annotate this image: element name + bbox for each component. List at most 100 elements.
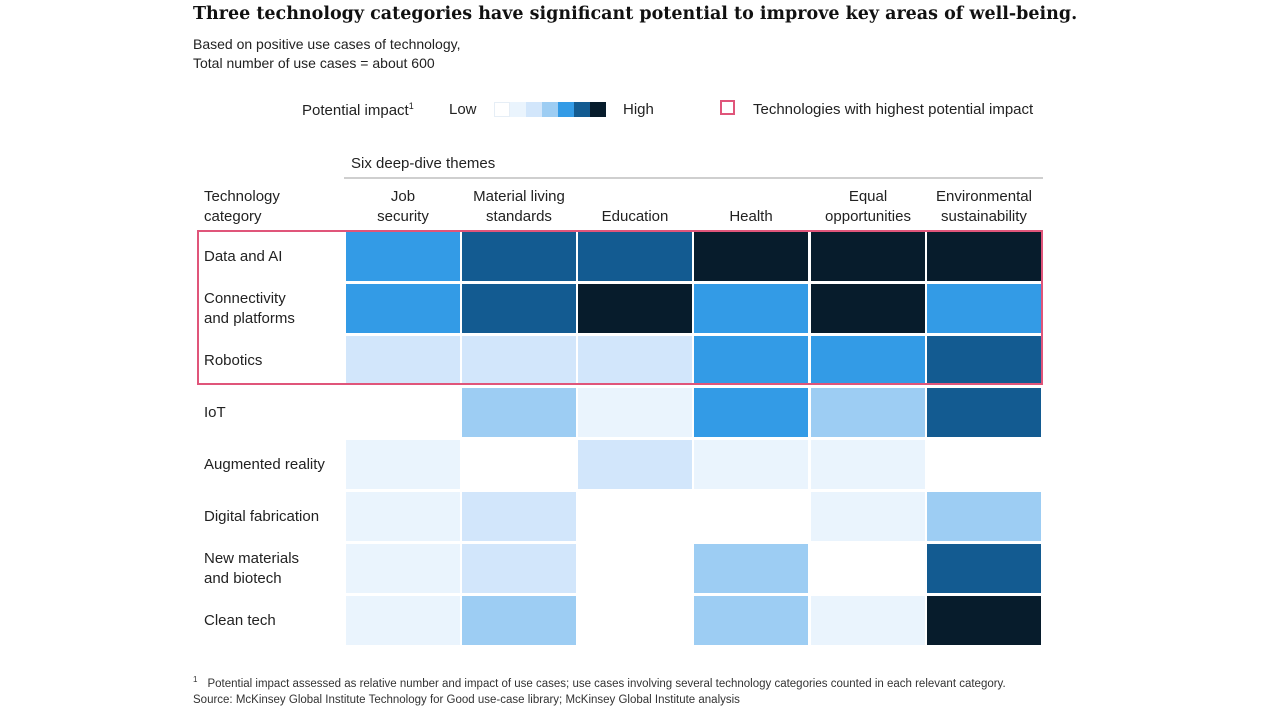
- row-label-3: IoT: [204, 388, 226, 438]
- row-label-5-line-0: Digital fabrication: [204, 508, 320, 525]
- column-header-1-line-1: standards: [486, 208, 552, 225]
- heatmap-cell: [694, 336, 808, 385]
- footnote: 1 Potential impact assessed as relative n…: [193, 675, 1006, 690]
- legend-highlight-swatch: [720, 100, 735, 115]
- row-header-line-2: category: [204, 208, 262, 225]
- column-header-0-line-0: Job: [390, 188, 416, 205]
- heatmap-cell: [811, 232, 925, 281]
- footnote-text: Potential impact assessed as relative nu…: [207, 677, 1006, 690]
- column-header-5: Environmental sustainability: [927, 187, 1041, 227]
- column-header-2-line-1: Education: [601, 208, 669, 225]
- row-label-0: Data and AI: [204, 232, 282, 282]
- legend-low-label: Low: [449, 101, 477, 118]
- column-header-4-line-1: opportunities: [825, 208, 911, 225]
- column-header-3-line-1: Health: [729, 208, 773, 225]
- heatmap-cell: [927, 388, 1041, 437]
- heatmap-cell: [927, 336, 1041, 385]
- legend-potential-impact: Potential impact1: [302, 101, 414, 119]
- heatmap-cell: [694, 492, 808, 541]
- heatmap-cell: [462, 232, 576, 281]
- row-label-2-line-0: Robotics: [204, 352, 263, 369]
- column-header-0: Job security: [346, 187, 460, 227]
- themes-header: Six deep-dive themes: [351, 155, 496, 172]
- legend-swatch-4: [558, 102, 574, 117]
- row-label-7: Clean tech: [204, 596, 276, 646]
- row-label-6: New materials and biotech: [204, 544, 299, 594]
- chart-title: Three technology categories have signifi…: [193, 4, 1078, 24]
- row-label-6-line-0: New materials: [204, 550, 300, 567]
- heatmap-cell: [346, 284, 460, 333]
- column-header-4: Equal opportunities: [811, 187, 925, 227]
- row-header-line-1: Technology: [204, 188, 280, 205]
- heatmap-cell: [578, 596, 692, 645]
- column-header-1: Material living standards: [462, 187, 576, 227]
- row-label-4: Augmented reality: [204, 440, 325, 490]
- heatmap-cell: [811, 284, 925, 333]
- legend-swatch-3: [542, 102, 558, 117]
- row-label-1-line-1: and platforms: [204, 310, 295, 327]
- heatmap-cell: [578, 388, 692, 437]
- heatmap-cell: [346, 492, 460, 541]
- heatmap-cell: [694, 596, 808, 645]
- column-header-4-line-0: Equal: [848, 188, 888, 205]
- legend-potential-impact-text: Potential impact: [302, 102, 409, 119]
- heatmap-cell: [811, 492, 925, 541]
- row-label-4-line-0: Augmented reality: [204, 456, 325, 473]
- subtitle-line-2: Total number of use cases = about 600: [193, 55, 435, 71]
- row-label-1: Connectivity and platforms: [204, 284, 295, 334]
- row-label-0-line-0: Data and AI: [204, 248, 283, 265]
- column-header-5-line-1: sustainability: [941, 208, 1027, 225]
- legend-footnote-marker: 1: [408, 101, 414, 111]
- heatmap-cell: [462, 492, 576, 541]
- heatmap-cell: [462, 544, 576, 593]
- row-label-7-line-0: Clean tech: [204, 612, 276, 629]
- heatmap-cell: [578, 440, 692, 489]
- column-header-2: Education: [578, 187, 692, 227]
- heatmap-cell: [811, 544, 925, 593]
- heatmap-cell: [927, 232, 1041, 281]
- heatmap-cell: [927, 492, 1041, 541]
- heatmap-cell: [578, 232, 692, 281]
- heatmap-cell: [346, 232, 460, 281]
- legend-swatch-2: [526, 102, 542, 117]
- heatmap-cell: [927, 440, 1041, 489]
- footnote-marker: 1: [193, 675, 198, 684]
- heatmap-cell: [462, 336, 576, 385]
- heatmap-cell: [811, 336, 925, 385]
- heatmap-cell: [811, 440, 925, 489]
- legend-swatch-0: [494, 102, 510, 117]
- heatmap-cell: [578, 544, 692, 593]
- column-header-1-line-0: Material living: [473, 188, 565, 205]
- legend-high-label: High: [623, 101, 654, 118]
- heatmap-cell: [462, 284, 576, 333]
- legend-swatch-5: [574, 102, 590, 117]
- heatmap-cell: [694, 232, 808, 281]
- row-label-5: Digital fabrication: [204, 492, 319, 542]
- subtitle-line-1: Based on positive use cases of technolog…: [193, 36, 461, 52]
- heatmap-cell: [811, 388, 925, 437]
- column-header-5-line-0: Environmental: [936, 188, 1032, 205]
- heatmap-cell: [346, 388, 460, 437]
- column-header-0-line-1: security: [377, 208, 429, 225]
- row-header: Technology category: [204, 187, 280, 227]
- legend-swatch-1: [510, 102, 526, 117]
- legend-highlight-label: Technologies with highest potential impa…: [753, 101, 1034, 118]
- heatmap-cell: [694, 388, 808, 437]
- legend-color-scale: [494, 102, 606, 117]
- heatmap-cell: [694, 544, 808, 593]
- column-header-3: Health: [694, 187, 808, 227]
- heatmap-cell: [927, 596, 1041, 645]
- row-label-2: Robotics: [204, 336, 262, 386]
- heatmap-cell: [346, 596, 460, 645]
- heatmap-cell: [927, 544, 1041, 593]
- row-label-3-line-0: IoT: [204, 404, 226, 421]
- source-note: Source: McKinsey Global Institute Techno…: [193, 694, 740, 706]
- heatmap-cell: [346, 544, 460, 593]
- heatmap-cell: [694, 440, 808, 489]
- heatmap-cell: [346, 440, 460, 489]
- heatmap-cell: [927, 284, 1041, 333]
- heatmap-cell: [811, 596, 925, 645]
- themes-divider: [344, 177, 1043, 179]
- heatmap-cell: [694, 284, 808, 333]
- heatmap-cell: [578, 284, 692, 333]
